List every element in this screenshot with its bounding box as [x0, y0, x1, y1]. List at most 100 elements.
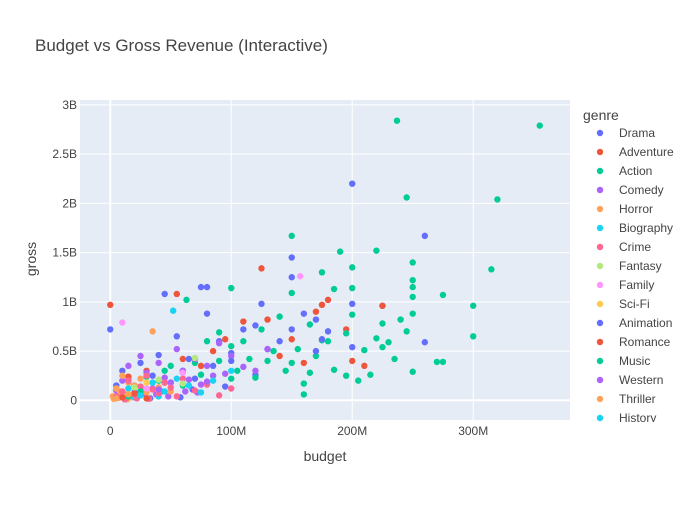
data-point[interactable]	[179, 369, 187, 376]
data-point[interactable]	[240, 338, 247, 345]
data-point[interactable]	[349, 180, 356, 187]
data-point[interactable]	[270, 347, 277, 355]
legend-item[interactable]: History	[596, 411, 657, 425]
data-point[interactable]	[221, 383, 229, 390]
data-point[interactable]	[197, 362, 205, 370]
data-point[interactable]	[379, 320, 386, 327]
data-point[interactable]	[288, 254, 295, 261]
data-point[interactable]	[182, 388, 189, 395]
data-point[interactable]	[312, 352, 320, 360]
data-point[interactable]	[137, 375, 144, 382]
legend-item[interactable]: Adventure	[596, 145, 674, 159]
data-point[interactable]	[155, 386, 162, 393]
data-point[interactable]	[240, 363, 247, 371]
data-point[interactable]	[294, 345, 301, 353]
data-point[interactable]	[143, 395, 150, 402]
data-point[interactable]	[470, 333, 477, 340]
data-point[interactable]	[173, 290, 180, 298]
data-point[interactable]	[312, 316, 320, 323]
data-point[interactable]	[306, 321, 314, 328]
legend-item[interactable]: Drama	[596, 126, 656, 140]
data-point[interactable]	[149, 328, 156, 335]
data-point[interactable]	[221, 370, 229, 377]
data-point[interactable]	[155, 351, 162, 359]
data-point[interactable]	[173, 393, 180, 400]
data-point[interactable]	[318, 336, 326, 343]
data-point[interactable]	[379, 343, 386, 351]
data-point[interactable]	[252, 367, 259, 374]
data-point[interactable]	[203, 362, 211, 370]
data-point[interactable]	[228, 352, 235, 360]
data-point[interactable]	[336, 248, 344, 255]
data-point[interactable]	[300, 391, 308, 398]
legend-item[interactable]: Fantasy	[596, 259, 662, 273]
data-point[interactable]	[252, 322, 259, 329]
data-point[interactable]	[288, 232, 295, 240]
data-points[interactable]	[107, 117, 543, 403]
data-point[interactable]	[342, 372, 350, 379]
data-point[interactable]	[203, 378, 211, 385]
data-point[interactable]	[403, 194, 410, 201]
data-point[interactable]	[318, 301, 326, 308]
data-point[interactable]	[155, 376, 162, 383]
data-point[interactable]	[397, 316, 404, 323]
data-point[interactable]	[312, 347, 320, 355]
data-point[interactable]	[409, 368, 416, 375]
data-point[interactable]	[228, 284, 235, 292]
data-point[interactable]	[361, 362, 368, 370]
data-point[interactable]	[409, 293, 416, 301]
data-point[interactable]	[203, 283, 211, 291]
data-point[interactable]	[149, 372, 156, 379]
data-point[interactable]	[215, 329, 223, 336]
data-point[interactable]	[143, 379, 150, 386]
data-point[interactable]	[288, 274, 295, 281]
data-point[interactable]	[197, 371, 205, 378]
legend-item[interactable]: Music	[596, 354, 651, 368]
data-point[interactable]	[349, 264, 356, 271]
series-fantasy[interactable]	[131, 354, 199, 391]
data-point[interactable]	[258, 265, 265, 272]
data-point[interactable]	[282, 367, 289, 374]
series-history[interactable]	[137, 392, 144, 399]
data-point[interactable]	[276, 352, 283, 360]
data-point[interactable]	[300, 310, 308, 317]
data-point[interactable]	[131, 390, 138, 397]
data-point[interactable]	[197, 381, 205, 388]
data-point[interactable]	[119, 367, 126, 374]
data-point[interactable]	[107, 301, 114, 308]
legend-item[interactable]: Animation	[596, 316, 673, 330]
data-point[interactable]	[125, 362, 132, 370]
data-point[interactable]	[113, 395, 120, 402]
data-point[interactable]	[421, 339, 429, 346]
data-point[interactable]	[161, 290, 168, 298]
data-point[interactable]	[173, 333, 180, 340]
data-point[interactable]	[276, 338, 283, 345]
data-point[interactable]	[252, 374, 259, 381]
data-point[interactable]	[439, 291, 447, 299]
data-point[interactable]	[393, 117, 401, 124]
data-point[interactable]	[349, 300, 356, 308]
legend-item[interactable]: Crime	[596, 240, 652, 254]
data-point[interactable]	[215, 392, 223, 399]
data-point[interactable]	[191, 354, 199, 362]
data-point[interactable]	[161, 367, 168, 374]
data-point[interactable]	[234, 367, 241, 374]
data-point[interactable]	[149, 386, 156, 393]
data-point[interactable]	[179, 355, 187, 363]
data-point[interactable]	[536, 122, 543, 129]
data-point[interactable]	[119, 372, 126, 379]
data-point[interactable]	[191, 375, 199, 382]
data-point[interactable]	[312, 308, 320, 315]
data-point[interactable]	[288, 359, 295, 367]
data-point[interactable]	[203, 338, 211, 345]
data-point[interactable]	[185, 382, 193, 389]
data-point[interactable]	[209, 377, 217, 384]
series-romance[interactable]	[119, 390, 150, 402]
data-point[interactable]	[167, 384, 174, 391]
series-western[interactable]	[155, 378, 211, 393]
data-point[interactable]	[131, 384, 138, 391]
legend-item[interactable]: Romance	[596, 335, 671, 349]
data-point[interactable]	[179, 375, 187, 382]
data-point[interactable]	[137, 359, 144, 367]
data-point[interactable]	[349, 357, 356, 365]
